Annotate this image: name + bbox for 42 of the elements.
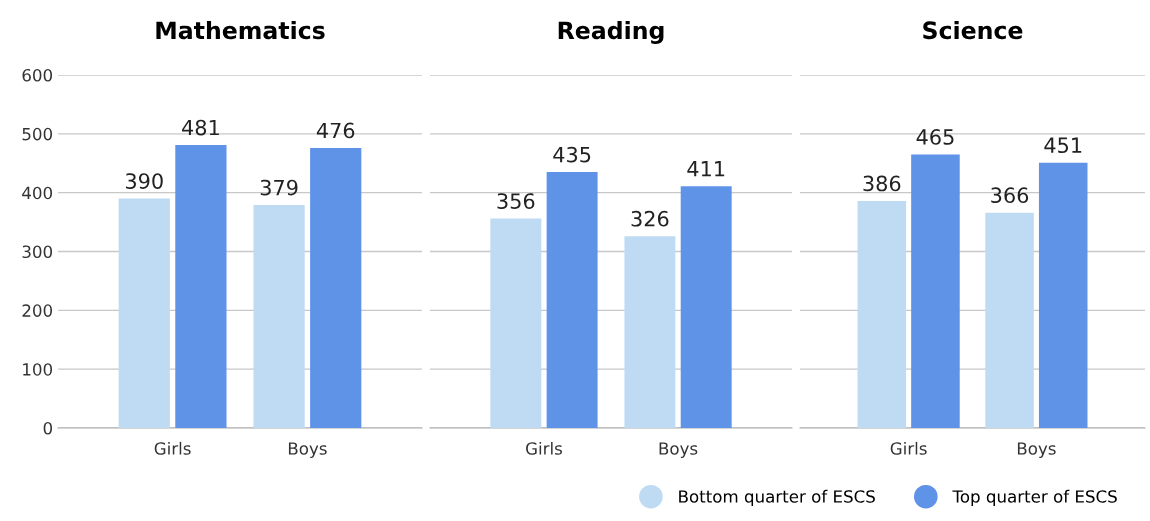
y-tick-label: 0 <box>43 421 53 435</box>
data-label: 451 <box>1044 137 1082 154</box>
data-label: 476 <box>316 122 355 139</box>
y-tick-label: 300 <box>22 245 53 259</box>
y-tick-label: 200 <box>22 304 53 317</box>
data-label: 411 <box>687 161 725 177</box>
y-tick-label: 600 <box>22 68 53 82</box>
data-label: 386 <box>863 175 901 192</box>
chart-title: Science <box>923 20 1023 40</box>
x-tick-label: Boys <box>288 442 327 459</box>
chart-title: Mathematics <box>156 20 325 40</box>
data-label: 481 <box>182 119 219 136</box>
bar <box>985 212 1034 428</box>
legend-label: Bottom quarter of ESCS <box>679 489 875 506</box>
bar <box>624 236 676 428</box>
data-label: 326 <box>631 210 669 227</box>
legend-label: Top quarter of ESCS <box>952 489 1117 506</box>
data-label: 390 <box>125 173 163 189</box>
y-tick-label: 500 <box>22 127 53 141</box>
data-label: 366 <box>991 187 1029 204</box>
y-tick-label: 100 <box>23 363 53 376</box>
x-tick-label: Boys <box>659 442 698 459</box>
x-tick-label: Girls <box>526 441 563 455</box>
bar <box>490 218 542 428</box>
y-tick-label: 400 <box>22 186 53 200</box>
data-label: 379 <box>260 179 298 196</box>
bar <box>680 186 732 428</box>
x-tick-label: Girls <box>890 441 927 455</box>
x-tick-label: Girls <box>154 441 191 455</box>
bar <box>911 154 960 428</box>
bar <box>310 147 362 428</box>
bar <box>253 205 305 428</box>
bar <box>175 145 227 428</box>
data-label: 435 <box>553 146 591 163</box>
data-label: 465 <box>916 129 954 145</box>
bar <box>118 198 170 428</box>
data-label: 356 <box>497 193 535 209</box>
bar <box>1038 162 1088 428</box>
x-tick-label: Boys <box>1017 442 1056 459</box>
chart-title: Reading <box>558 20 664 44</box>
bar <box>546 172 598 428</box>
bar <box>857 200 907 428</box>
